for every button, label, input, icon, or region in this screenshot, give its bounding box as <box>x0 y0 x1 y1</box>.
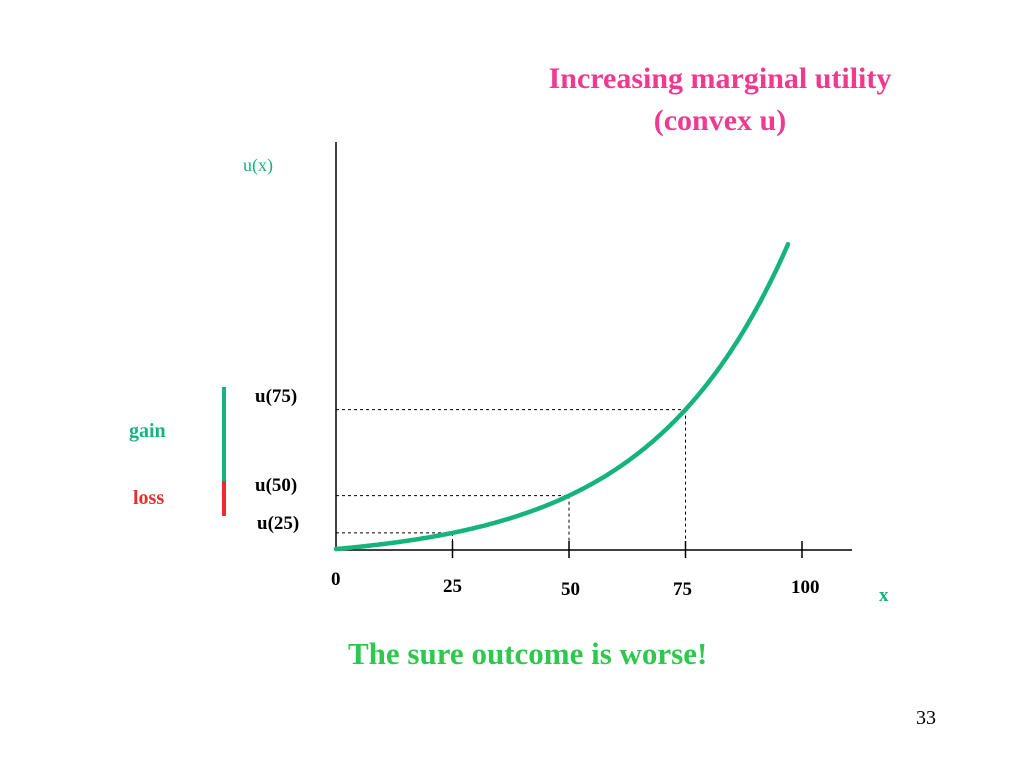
gain-label: gain <box>129 420 166 442</box>
title-line-1: Increasing marginal utility <box>548 62 892 95</box>
u25-label: u(25) <box>257 513 300 534</box>
utility-curve <box>333 241 791 552</box>
footer-statement: The sure outcome is worse! <box>348 636 708 671</box>
x-tick-label: 75 <box>673 579 692 600</box>
loss-label: loss <box>133 487 165 509</box>
title-line-2: (convex u) <box>653 104 787 137</box>
page-number: 33 <box>916 707 936 729</box>
y-axis-label: u(x) <box>243 155 273 175</box>
x-tick-label: 25 <box>443 576 462 597</box>
u75-label: u(75) <box>255 386 298 407</box>
u50-label: u(50) <box>255 475 298 496</box>
x-tick-label: 100 <box>791 577 820 598</box>
x-axis-label: x <box>879 585 889 606</box>
origin-label: 0 <box>331 569 341 590</box>
x-tick-label: 50 <box>561 579 580 600</box>
